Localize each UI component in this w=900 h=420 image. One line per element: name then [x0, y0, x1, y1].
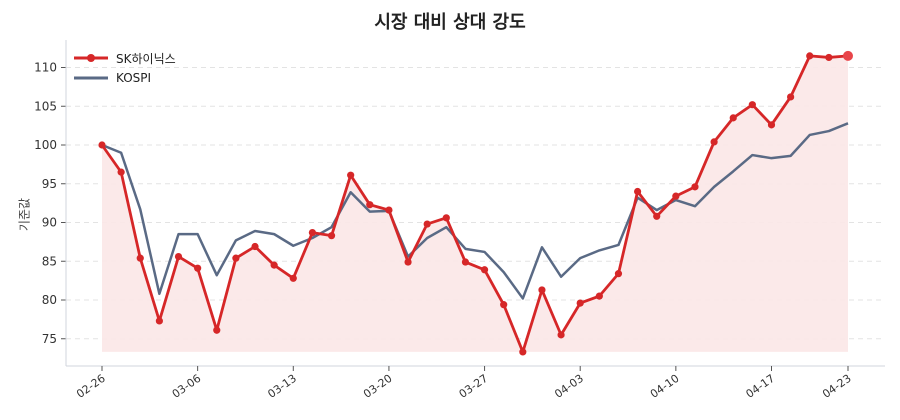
data-point	[442, 214, 450, 222]
y-tick-label: 105	[34, 99, 57, 113]
data-point	[710, 138, 718, 146]
legend-item-kospi: KOSPI	[74, 68, 176, 88]
data-point	[385, 206, 393, 214]
data-point	[251, 242, 259, 251]
legend-item-sk: SK하이닉스	[74, 48, 176, 68]
data-point	[174, 253, 183, 261]
area-fill	[102, 55, 848, 352]
data-point	[155, 317, 163, 325]
data-point	[194, 264, 202, 272]
x-tick-label: 03-20	[361, 372, 395, 401]
legend-label-sk: SK하이닉스	[116, 51, 176, 66]
data-point	[461, 258, 470, 266]
data-point	[213, 326, 221, 334]
y-tick-label: 95	[42, 177, 57, 191]
x-tick-label: 04-10	[648, 372, 682, 401]
data-point	[691, 183, 699, 191]
legend: SK하이닉스 KOSPI	[74, 48, 176, 88]
data-point	[117, 168, 125, 176]
data-point	[519, 348, 527, 356]
y-tick-label: 100	[34, 138, 57, 152]
x-tick-label: 02-26	[74, 372, 108, 401]
data-point	[366, 201, 374, 209]
data-point	[767, 121, 776, 129]
data-point	[633, 187, 642, 196]
data-point	[653, 212, 661, 220]
y-tick-label: 110	[34, 61, 57, 75]
line-icon	[74, 76, 108, 80]
data-point	[538, 286, 546, 294]
data-point	[595, 292, 603, 300]
chart-title: 시장 대비 상대 강도	[374, 12, 526, 33]
data-point	[480, 266, 489, 274]
legend-label-kospi: KOSPI	[116, 71, 152, 85]
data-point	[404, 258, 412, 266]
data-point	[843, 50, 853, 61]
data-point	[270, 261, 278, 269]
data-point	[825, 53, 833, 62]
data-point	[308, 228, 317, 237]
data-point	[576, 299, 584, 307]
y-tick-label: 85	[42, 254, 57, 268]
data-point	[232, 254, 240, 262]
data-point	[136, 254, 144, 262]
data-point	[748, 101, 756, 109]
y-tick-label: 75	[42, 332, 57, 346]
x-tick-label: 03-06	[170, 372, 204, 401]
data-point	[614, 270, 623, 278]
data-point	[327, 232, 336, 240]
data-point	[806, 52, 814, 60]
data-point	[98, 141, 106, 149]
kospi-line	[101, 122, 849, 300]
data-point	[289, 274, 297, 282]
data-point	[557, 331, 565, 339]
x-tick-label: 04-23	[820, 372, 854, 401]
x-tick-label: 03-27	[457, 372, 491, 401]
sk-line	[100, 54, 849, 354]
y-tick-label: 90	[42, 216, 57, 230]
data-point	[672, 192, 680, 200]
data-point	[787, 93, 795, 101]
x-tick-label: 03-13	[265, 372, 299, 401]
data-point	[500, 301, 508, 309]
x-tick-label: 04-03	[552, 372, 586, 401]
data-point	[729, 114, 737, 122]
data-point	[347, 171, 355, 179]
y-tick-label: 80	[42, 293, 57, 307]
data-point	[423, 220, 431, 228]
line-marker-icon	[74, 54, 108, 62]
x-tick-label: 04-17	[744, 372, 778, 401]
